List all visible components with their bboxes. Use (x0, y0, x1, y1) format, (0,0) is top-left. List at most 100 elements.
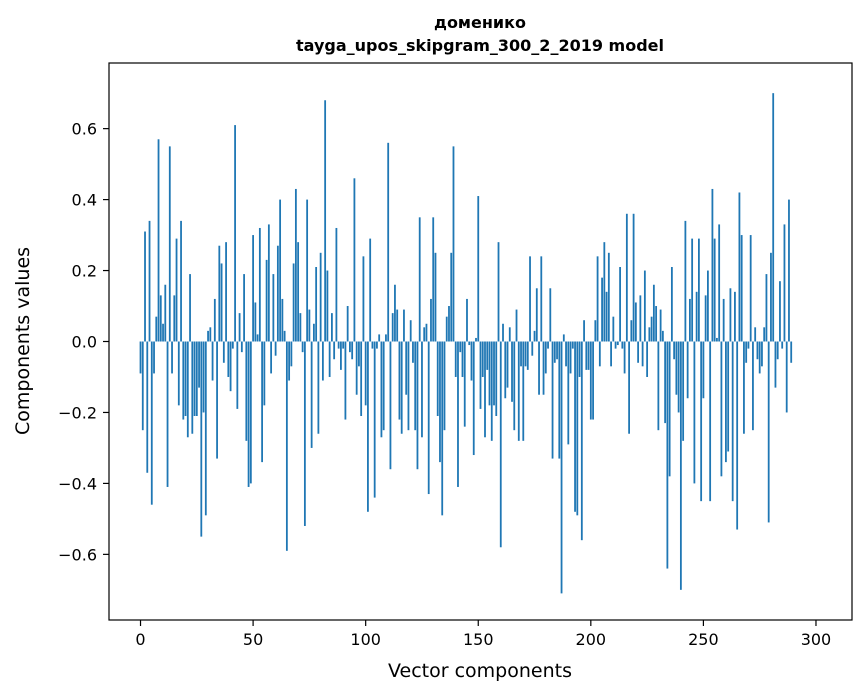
bar (144, 231, 146, 342)
bar (229, 341, 232, 392)
bar (693, 341, 696, 484)
bar (740, 235, 743, 342)
bar (704, 295, 707, 342)
bar (761, 341, 763, 367)
bar (652, 284, 655, 342)
bar (621, 341, 624, 349)
bar (569, 341, 572, 374)
y-tick-label: −0.2 (58, 403, 97, 422)
bar (403, 309, 405, 342)
bar (328, 341, 331, 377)
bar (292, 263, 295, 342)
bar (457, 341, 459, 487)
bar (274, 341, 277, 356)
bar (682, 341, 685, 441)
bar (526, 341, 529, 370)
bar (729, 288, 732, 342)
bar (720, 341, 723, 477)
bar (675, 341, 678, 395)
bar (157, 139, 160, 342)
bar (180, 220, 182, 342)
bar (524, 341, 527, 367)
bar (439, 341, 441, 463)
bar (351, 341, 354, 360)
bar (785, 341, 788, 413)
bar (227, 341, 230, 377)
bar (700, 341, 703, 502)
y-tick-label: 0.2 (72, 262, 97, 281)
bar (614, 341, 617, 349)
bar (679, 341, 682, 590)
bar (218, 245, 221, 342)
bar (533, 330, 536, 342)
bar (182, 341, 185, 420)
bar (752, 341, 754, 431)
bar (414, 341, 417, 431)
bar (734, 291, 736, 342)
bar (236, 341, 239, 409)
bar (479, 341, 482, 409)
bar (542, 341, 545, 395)
x-tick-label: 300 (801, 630, 832, 649)
bar (256, 334, 259, 342)
bar (567, 341, 570, 445)
bar (213, 298, 216, 342)
bar (709, 341, 712, 502)
bar (643, 270, 646, 342)
bar (353, 178, 356, 342)
bar (288, 341, 291, 381)
bar (463, 341, 466, 427)
bar (754, 327, 757, 342)
bar (747, 341, 750, 349)
bar (373, 341, 376, 498)
bar (553, 341, 556, 363)
bar (454, 341, 457, 377)
bar (441, 341, 444, 516)
bar (434, 252, 437, 342)
bar (193, 341, 196, 416)
bar (331, 313, 333, 342)
x-axis-label: Vector components (388, 660, 572, 682)
bar (499, 341, 502, 548)
bar (148, 220, 151, 342)
bar (306, 199, 309, 342)
bar (400, 341, 403, 434)
bar (511, 341, 513, 402)
bar (486, 341, 489, 370)
bar (358, 341, 360, 367)
y-tick-label: 0.0 (72, 333, 97, 352)
bar (477, 196, 480, 342)
bar (504, 341, 507, 399)
bar (625, 213, 628, 342)
bar (425, 323, 428, 342)
bar (673, 341, 676, 360)
bar (166, 341, 169, 487)
bar (294, 188, 297, 342)
bar (547, 341, 549, 349)
bar (340, 341, 342, 370)
bar (535, 288, 538, 342)
bar (220, 263, 223, 342)
bar (770, 252, 772, 342)
bar (677, 341, 680, 413)
bar (481, 341, 484, 377)
bar (544, 341, 547, 374)
bar (362, 256, 365, 342)
bar (189, 274, 191, 342)
bar (612, 316, 615, 342)
x-tick-label: 200 (576, 630, 607, 649)
bar (686, 341, 689, 399)
bar (779, 281, 781, 342)
bar (317, 341, 320, 434)
bar (333, 341, 336, 360)
bar (405, 341, 408, 395)
bar (344, 341, 347, 420)
bar (603, 242, 606, 342)
bar (607, 252, 610, 342)
bar (173, 295, 176, 342)
bar (184, 341, 187, 416)
bar (321, 341, 324, 381)
bar (364, 341, 367, 406)
bar (301, 341, 304, 353)
bar (670, 267, 673, 342)
